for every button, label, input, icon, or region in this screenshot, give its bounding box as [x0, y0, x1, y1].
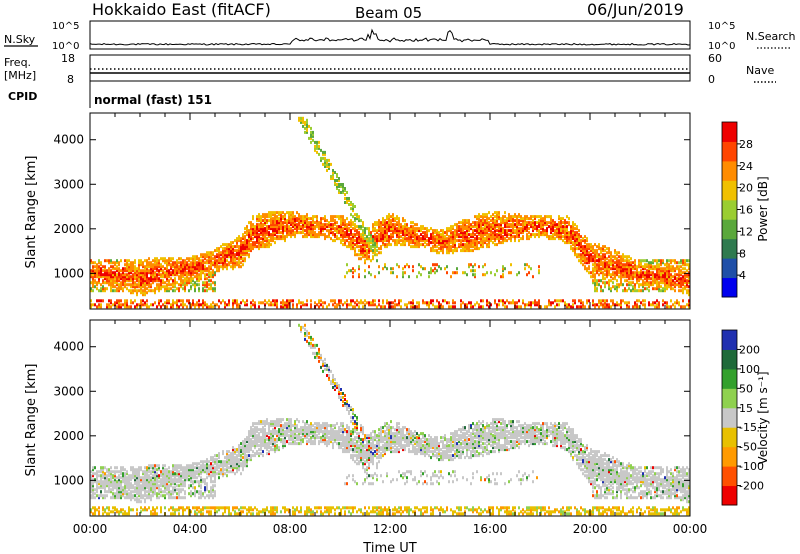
freq-label-line2: [MHz] [4, 69, 36, 82]
freq-tick-bottom: 8 [67, 73, 74, 86]
colorbar-cell [722, 141, 737, 162]
cpid-label: CPID [8, 90, 37, 103]
velocity-colorbar: 200 100 50 15 -15 -50 -100 -200 Velocity [m s⁻¹… [721, 329, 770, 506]
colorbar-tick-label: -15 [739, 421, 757, 434]
freq-tick-top: 18 [61, 52, 75, 65]
nsearch-tick-bottom: 10^0 [708, 41, 735, 52]
colorbar-cell [722, 446, 737, 467]
nsky-label: N.Sky [4, 33, 36, 46]
colorbar-tick-label: 20 [739, 182, 753, 195]
colorbar-cell [722, 330, 737, 350]
ytick-label: 1000 [53, 266, 84, 280]
velocity-echoes [90, 323, 690, 516]
colorbar-cell [722, 180, 737, 201]
colorbar-tick-label: 200 [739, 343, 760, 356]
colorbar-tick-label: -50 [739, 441, 757, 454]
ytick-label: 1000 [53, 473, 84, 487]
power-colorbar-label: Power [dB] [756, 176, 770, 241]
nsky-tick-bottom: 10^0 [52, 41, 79, 52]
nave-tick-bottom: 0 [708, 73, 715, 86]
colorbar-cell [722, 427, 737, 448]
colorbar-cell [722, 277, 737, 298]
colorbar-tick-label: 12 [739, 225, 753, 238]
colorbar-cell [722, 466, 737, 487]
nsky-trace [89, 28, 691, 46]
nsearch-label: N.Search [746, 30, 796, 43]
velocity-ylabel: Slant Range [km] [24, 364, 39, 477]
date-label: 06/Jun/2019 [587, 0, 684, 19]
velocity-xlabel: Time UT [362, 541, 416, 554]
colorbar-tick-label: 8 [739, 247, 746, 260]
colorbar-tick-label: 16 [739, 204, 753, 217]
colorbar-tick-label: -200 [739, 480, 764, 493]
ytick-label: 4000 [53, 340, 84, 354]
nsky-tick-top: 10^5 [52, 21, 79, 32]
power-ylabel: Slant Range [km] [24, 156, 39, 269]
colorbar-cell [722, 349, 737, 370]
xtick-label: 20:00 [573, 522, 608, 536]
ytick-label: 2000 [53, 222, 84, 236]
beam-label: Beam 05 [355, 4, 422, 22]
xtick-label: 08:00 [273, 522, 308, 536]
colorbar-tick-label: 15 [739, 402, 753, 415]
nave-label: Nave [746, 64, 774, 77]
nsearch-tick-top: 10^5 [708, 21, 735, 32]
xtick-label: 00:00 [673, 522, 708, 536]
power-echoes [90, 116, 690, 309]
colorbar-cell [722, 160, 737, 181]
colorbar-cell [722, 258, 737, 279]
colorbar-cell [722, 122, 737, 142]
cpid-value: normal (fast) 151 [94, 93, 212, 107]
colorbar-cell [722, 407, 737, 428]
xtick-label: 00:00 [73, 522, 108, 536]
ytick-label: 4000 [53, 133, 84, 147]
colorbar-cell [722, 485, 737, 506]
colorbar-cell [722, 219, 737, 240]
ytick-label: 3000 [53, 384, 84, 398]
colorbar-cell [722, 199, 737, 220]
velocity-colorbar-label: Velocity [m s⁻¹] [756, 371, 770, 464]
power-panel: 4000 3000 2000 1000 Slant Range [km] [24, 112, 691, 310]
nave-tick-top: 60 [708, 52, 722, 65]
xtick-label: 04:00 [173, 522, 208, 536]
ytick-label: 3000 [53, 177, 84, 191]
ytick-label: 2000 [53, 429, 84, 443]
freq-panel-frame [89, 54, 691, 82]
colorbar-tick-label: 28 [739, 138, 753, 151]
colorbar-tick-label: 50 [739, 382, 753, 395]
freq-label-line1: Freq. [4, 56, 31, 69]
colorbar-tick-label: 24 [739, 160, 753, 173]
colorbar-tick-label: 100 [739, 363, 760, 376]
velocity-panel: 4000 3000 2000 1000 00:00 04:00 08:00 12:00 16:… [24, 319, 708, 554]
colorbar-cell [722, 368, 737, 389]
station-title: Hokkaido East (fitACF) [92, 0, 271, 19]
velocity-colorbar-frame [721, 329, 738, 506]
colorbar-cell [722, 388, 737, 409]
xtick-label: 12:00 [373, 522, 408, 536]
xtick-label: 16:00 [473, 522, 508, 536]
colorbar-tick-label: 4 [739, 269, 746, 282]
colorbar-cell [722, 238, 737, 259]
nsky-panel-frame [89, 20, 691, 50]
power-colorbar: 28 24 20 16 12 8 4 Power [dB] [721, 121, 770, 298]
colorbar-tick-label: -100 [739, 460, 764, 473]
